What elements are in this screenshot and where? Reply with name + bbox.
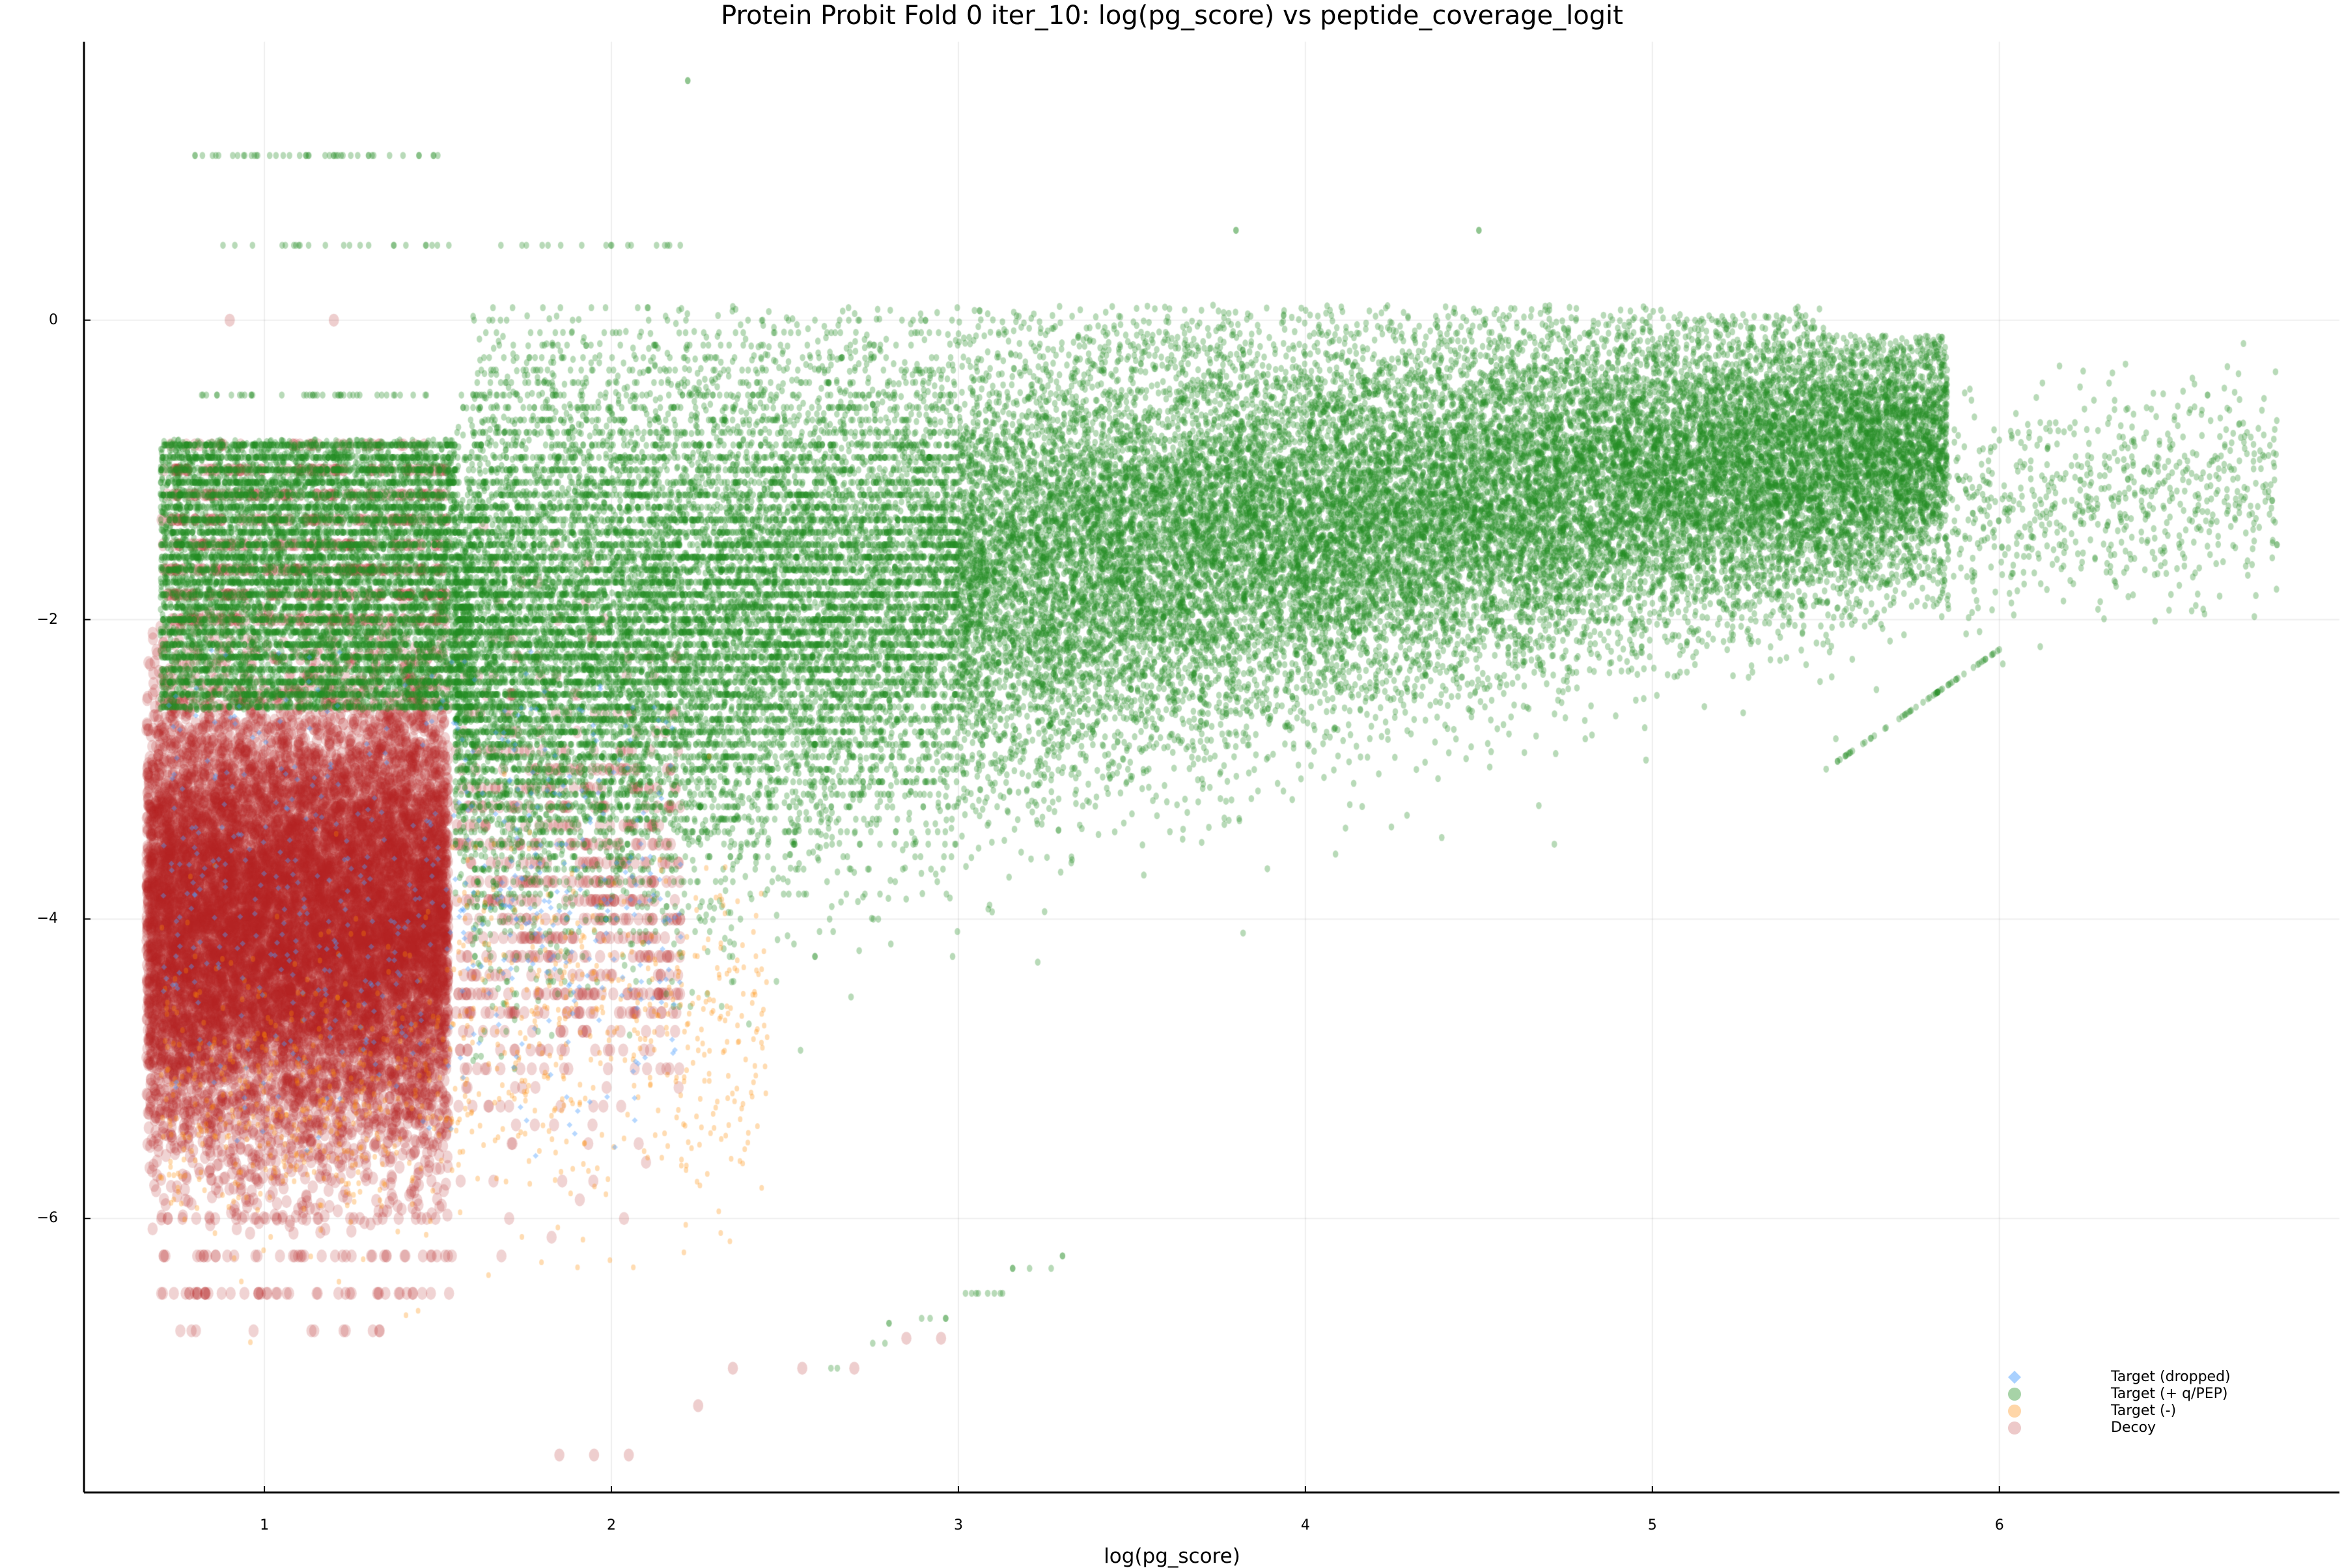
circle-marker-icon: [2008, 1388, 2021, 1401]
x-tick-label: 5: [1647, 1517, 1657, 1533]
x-tick-label: 4: [1300, 1517, 1310, 1533]
x-tick-label: 2: [607, 1517, 617, 1533]
y-tick-label: −6: [36, 1210, 58, 1227]
circle-marker-icon: [2008, 1421, 2021, 1435]
legend-label: Target (-): [2111, 1403, 2177, 1419]
x-tick-label: 1: [260, 1517, 270, 1533]
x-tick-label: 6: [1994, 1517, 2004, 1533]
chart-title: Protein Probit Fold 0 iter_10: log(pg_sc…: [721, 1, 1623, 31]
y-tick-label: −4: [36, 910, 58, 927]
legend: Target (dropped) Target (+ q/PEP) Target…: [1992, 1369, 2279, 1436]
y-tick-label: 0: [49, 311, 58, 328]
x-axis-label: log(pg_score): [1104, 1545, 1240, 1568]
legend-label: Target (+ q/PEP): [2111, 1386, 2228, 1402]
legend-label: Target (dropped): [2111, 1369, 2231, 1385]
legend-label: Decoy: [2111, 1420, 2156, 1436]
legend-item-target-dropped: Target (dropped): [1992, 1369, 2279, 1386]
circle-marker-icon: [2008, 1405, 2021, 1418]
diamond-marker-icon: [2008, 1371, 2021, 1384]
x-tick-label: 3: [953, 1517, 963, 1533]
legend-item-target-negative: Target (-): [1992, 1403, 2279, 1420]
legend-item-target-qpep: Target (+ q/PEP): [1992, 1386, 2279, 1403]
y-tick-label: −2: [36, 611, 58, 628]
legend-item-decoy: Decoy: [1992, 1420, 2279, 1436]
